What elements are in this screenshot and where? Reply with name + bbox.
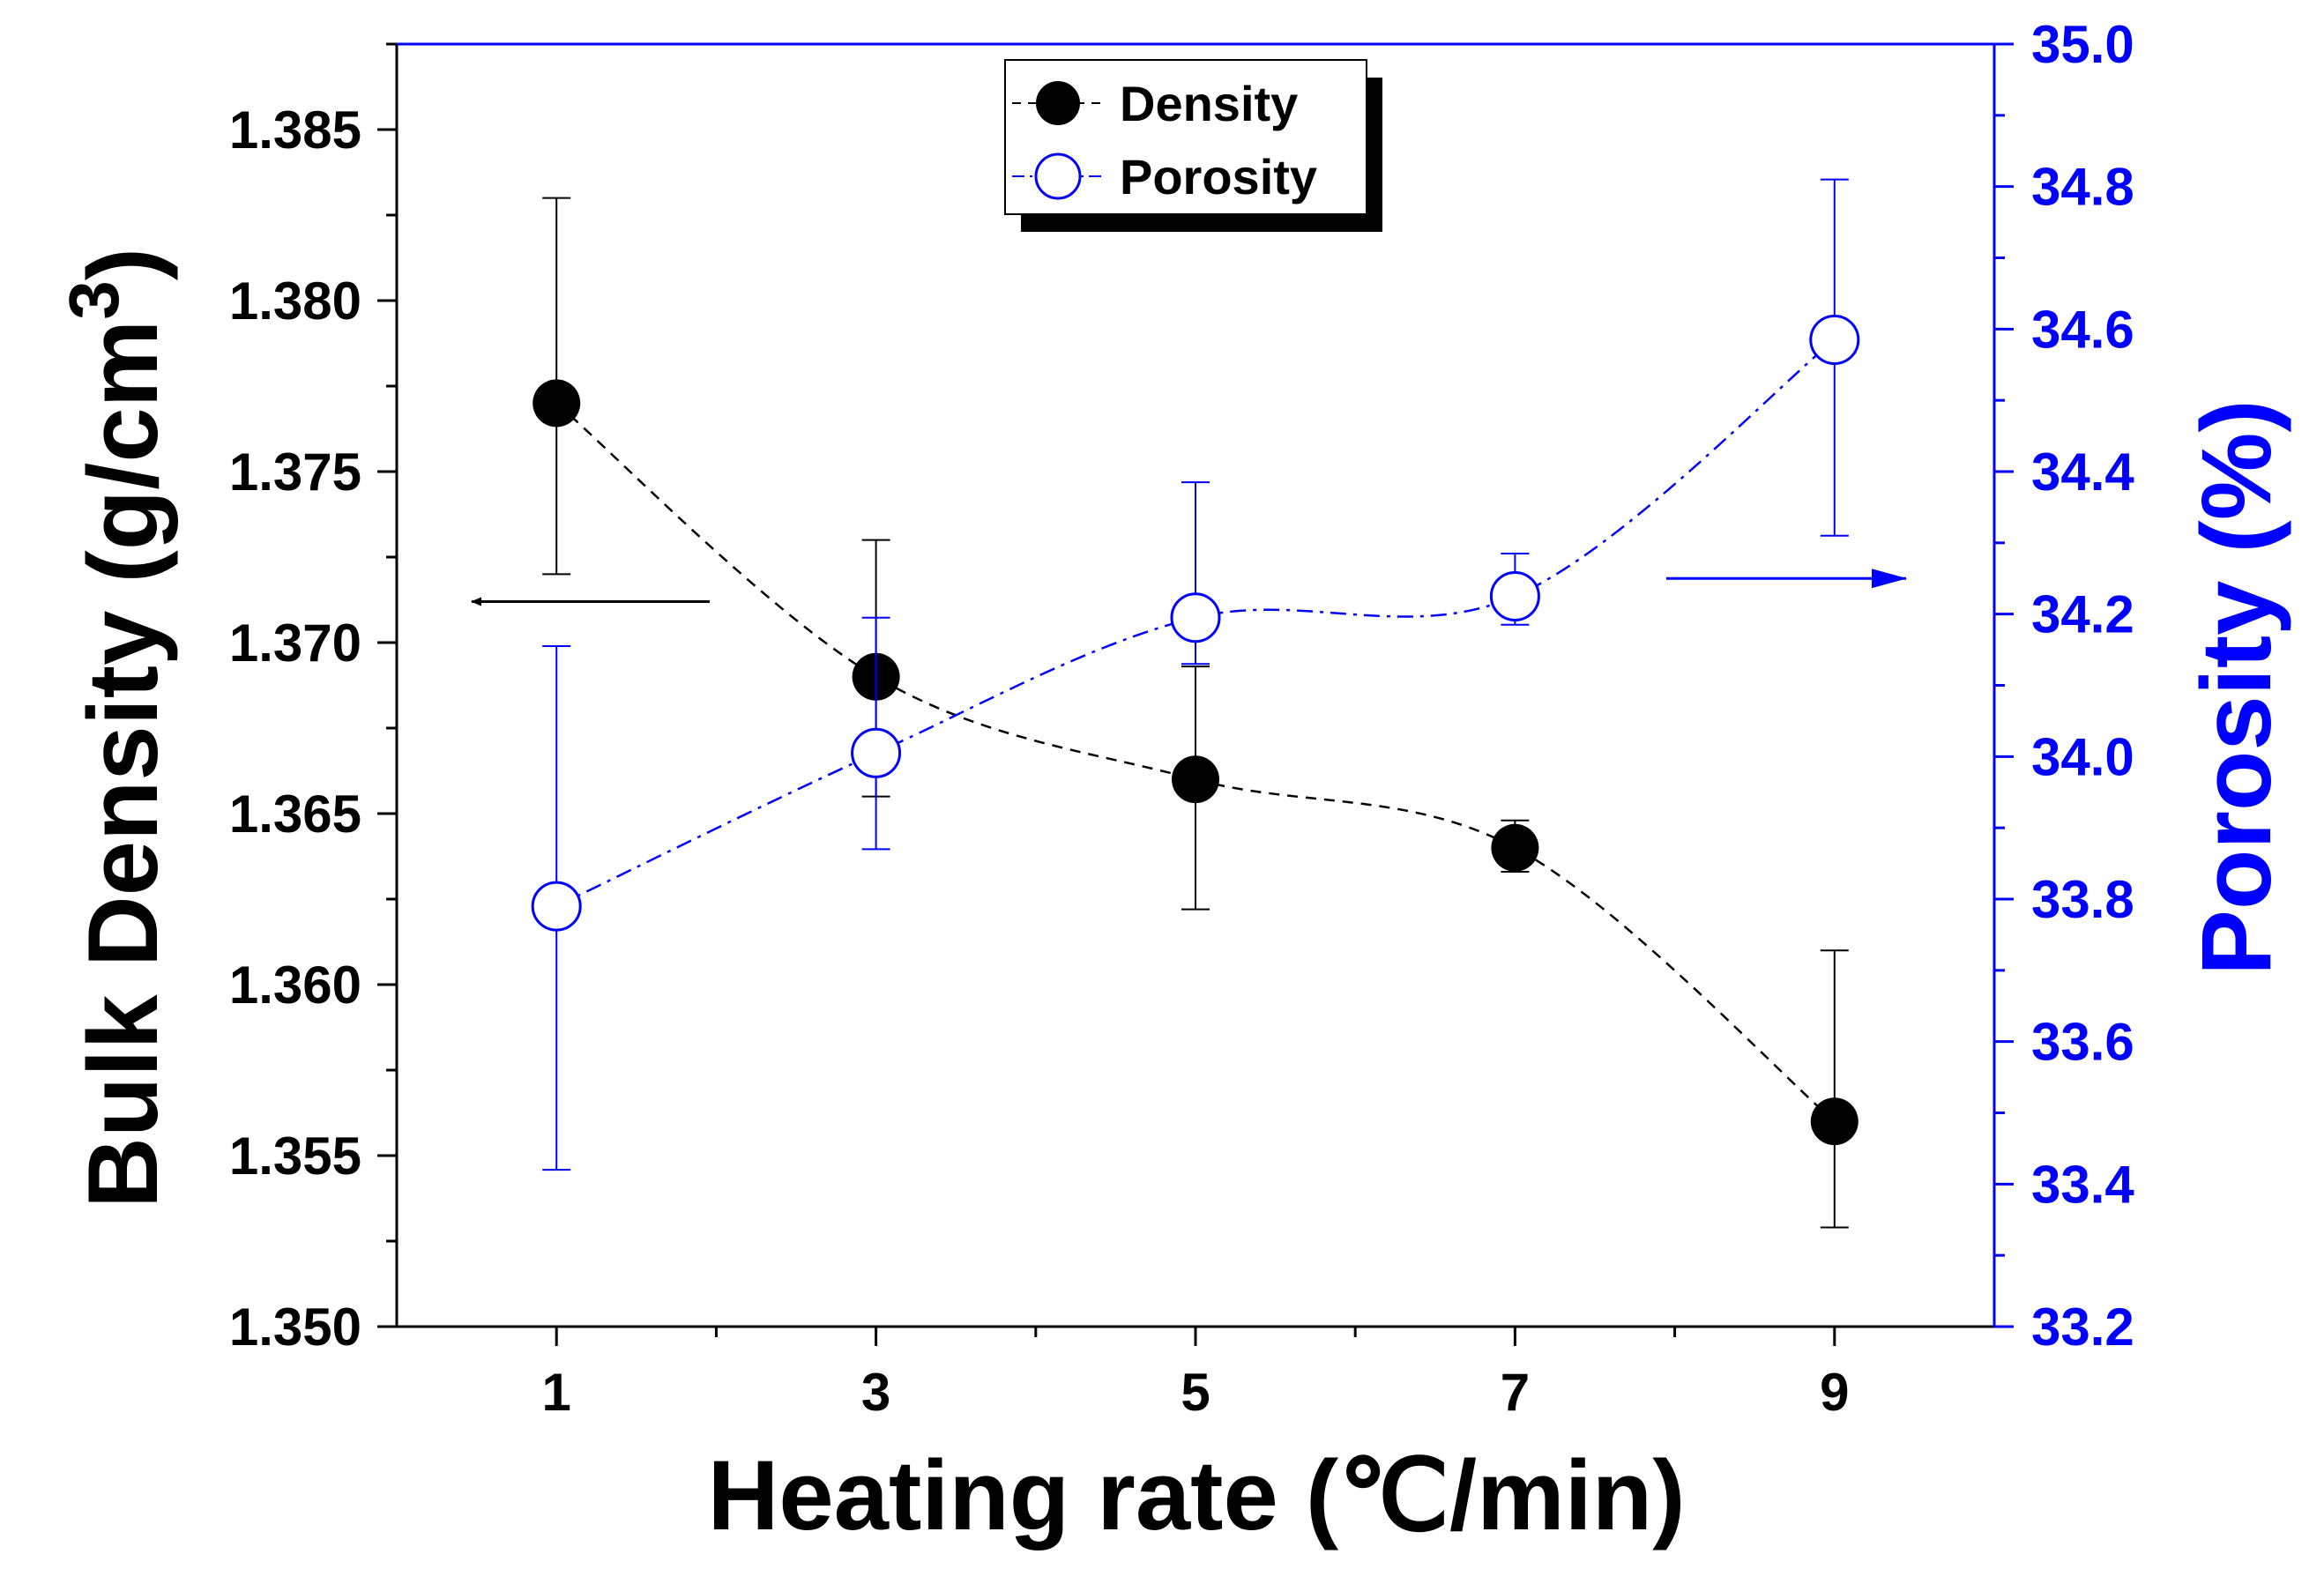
data-point-density-4	[1810, 1097, 1858, 1146]
right-tick-label-9: 35.0	[2031, 15, 2134, 74]
data-point-density-2	[1172, 755, 1219, 804]
left-axis-title-sup: 3	[55, 280, 133, 320]
left-tick-label-5: 1.375	[229, 442, 361, 502]
right-tick-label-7: 34.6	[2031, 300, 2134, 359]
x-axis: 1 3 5 7 9	[542, 1327, 1849, 1422]
series-line-density	[555, 402, 1836, 1123]
data-point-porosity-0	[531, 881, 582, 932]
left-tick-label-7: 1.385	[229, 100, 361, 160]
right-y-axis: 33.2 33.4 33.6 33.8 34.0 34.2 34.4 34.6 34.8 35.0	[1994, 15, 2134, 1357]
x-tick-label-1: 3	[861, 1363, 890, 1422]
svg-text:Bulk Density (g/cm3): Bulk Density (g/cm3)	[55, 248, 179, 1208]
left-axis-title-close: )	[68, 248, 178, 280]
data-point-porosity-4	[1809, 314, 1860, 365]
legend-entry-porosity: Porosity	[1012, 149, 1317, 204]
left-axis-title: Bulk Density (g/cm3)	[55, 248, 179, 1208]
data-point-porosity-3	[1489, 570, 1540, 621]
left-tick-label-1: 1.355	[229, 1127, 361, 1186]
right-tick-label-5: 34.2	[2031, 585, 2134, 644]
right-tick-label-0: 33.2	[2031, 1298, 2134, 1357]
right-axis-title: Porosity (%)	[2181, 399, 2291, 975]
left-y-axis: 1.350 1.355 1.360 1.365 1.370 1.375 1.380 1.385	[229, 42, 397, 1357]
annotation-layer	[471, 569, 1907, 606]
right-tick-label-8: 34.8	[2031, 158, 2134, 217]
legend-marker-porosity	[1034, 152, 1082, 200]
right-tick-label-6: 34.4	[2031, 442, 2134, 502]
left-tick-label-3: 1.365	[229, 784, 361, 844]
series-porosity	[531, 178, 1860, 1171]
left-tick-label-4: 1.370	[229, 613, 361, 673]
legend-entry-density: Density	[1012, 76, 1298, 131]
legend-label-porosity: Porosity	[1120, 149, 1317, 204]
x-tick-label-4: 9	[1820, 1363, 1849, 1422]
legend: Density Porosity	[1004, 59, 1382, 232]
data-point-density-0	[533, 379, 581, 428]
data-point-porosity-2	[1170, 592, 1221, 643]
series-density	[533, 197, 1858, 1229]
left-axis-title-main: Bulk Density (g/cm	[68, 320, 178, 1208]
data-point-density-3	[1491, 823, 1539, 872]
right-tick-label-4: 34.0	[2031, 727, 2134, 786]
right-tick-label-1: 33.4	[2031, 1155, 2134, 1214]
x-tick-label-0: 1	[542, 1363, 571, 1422]
x-tick-label-2: 5	[1181, 1363, 1210, 1422]
series-layer	[531, 178, 1860, 1229]
x-tick-label-3: 7	[1501, 1363, 1530, 1422]
right-tick-label-2: 33.6	[2031, 1013, 2134, 1072]
right-tick-label-3: 33.8	[2031, 870, 2134, 929]
left-tick-label-6: 1.380	[229, 271, 361, 331]
series-line-porosity	[555, 338, 1836, 908]
left-tick-label-2: 1.360	[229, 956, 361, 1015]
left-tick-label-0: 1.350	[229, 1298, 361, 1357]
data-point-porosity-1	[851, 727, 902, 778]
legend-marker-density	[1036, 81, 1080, 125]
legend-label-density: Density	[1120, 76, 1298, 131]
x-axis-title: Heating rate (℃/min)	[707, 1440, 1685, 1550]
